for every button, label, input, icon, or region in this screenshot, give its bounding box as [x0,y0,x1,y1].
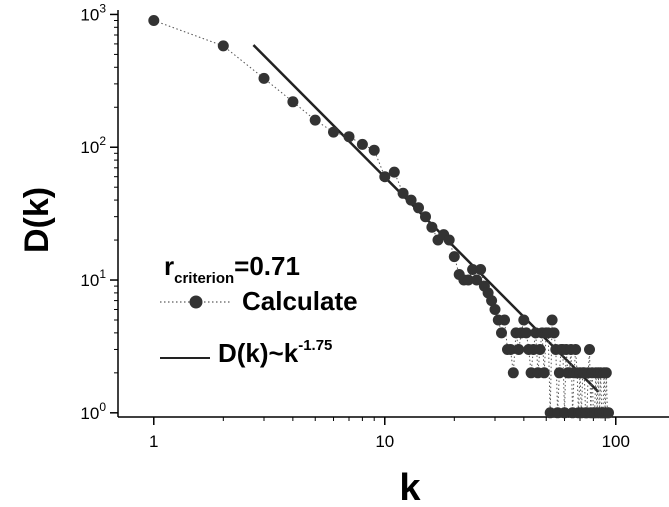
calculate-data-point [603,407,614,419]
calculate-data-point [505,344,516,355]
calculate-data-point [388,166,400,178]
calculate-data-point [467,264,479,275]
legend-fit-label: D(k)~k-1.75 [218,337,332,368]
calculate-data-point [309,114,321,126]
calculate-data-point [471,274,483,286]
calculate-data-point [258,72,270,84]
calculate-data-point [397,187,409,199]
y-tick-label: 103 [80,1,106,24]
legend-calculate-marker [189,295,203,309]
r-symbol: r [164,251,174,281]
calculate-data-point [548,327,560,339]
axis-ticks [110,13,617,425]
calculate-data-point [538,367,550,379]
x-tick-label: 1 [149,432,158,451]
y-axis-title: D(k) [18,187,56,253]
calculate-data-point [368,144,380,156]
y-tick-label: 102 [80,134,106,157]
calculate-data-point [343,131,355,143]
calculate-series [148,15,614,419]
y-tick-label: 101 [80,267,106,290]
calculate-data-point [559,407,570,419]
r-criterion-annotation: rcriterion=0.71 [164,251,300,287]
x-tick-label: 100 [602,432,630,451]
calculate-data-point [426,221,438,233]
y-tick-label: 100 [80,400,106,423]
calculate-data-point [217,40,229,52]
calculate-data-point [546,314,558,326]
x-tick-label: 10 [375,432,394,451]
calculate-data-point [287,96,299,108]
calculate-data-point [570,344,582,355]
calculate-data-point [513,344,525,355]
r-subscript: criterion [174,270,234,287]
legend-fit-label-base: D(k)~k [218,338,299,368]
calculate-data-point [148,15,160,26]
calculate-data-point [413,202,424,214]
calculate-data-point [462,274,474,286]
calculate-data-point [496,327,507,339]
calculate-data-point [499,314,510,326]
calculate-data-point [534,344,546,355]
calculate-data-point [486,295,498,307]
legend: rcriterion=0.71 Calculate D(k)~k-1.75 [160,251,358,368]
calculate-data-point [405,194,417,206]
axis-tick-labels: 1 10 100 100 101 102 103 [80,1,630,451]
calculate-data-point [328,126,339,138]
calculate-data-point [507,367,519,379]
legend-fit-exponent: -1.75 [298,337,332,354]
calculate-data-point [584,344,595,355]
calculate-data-point [379,171,391,183]
calculate-data-point [448,251,460,263]
calculate-data-point [489,304,501,315]
r-value: =0.71 [234,251,300,281]
calculate-data-point [475,264,487,275]
calculate-data-point [420,211,431,223]
calculate-data-point [443,234,455,246]
calculate-data-point [520,327,532,339]
x-axis-title: k [399,467,421,507]
calculate-data-point [518,314,530,326]
calculate-data-point [553,367,565,379]
calculate-data-point [356,138,368,150]
calculate-data-point [600,367,612,379]
legend-calculate-label: Calculate [242,286,358,316]
